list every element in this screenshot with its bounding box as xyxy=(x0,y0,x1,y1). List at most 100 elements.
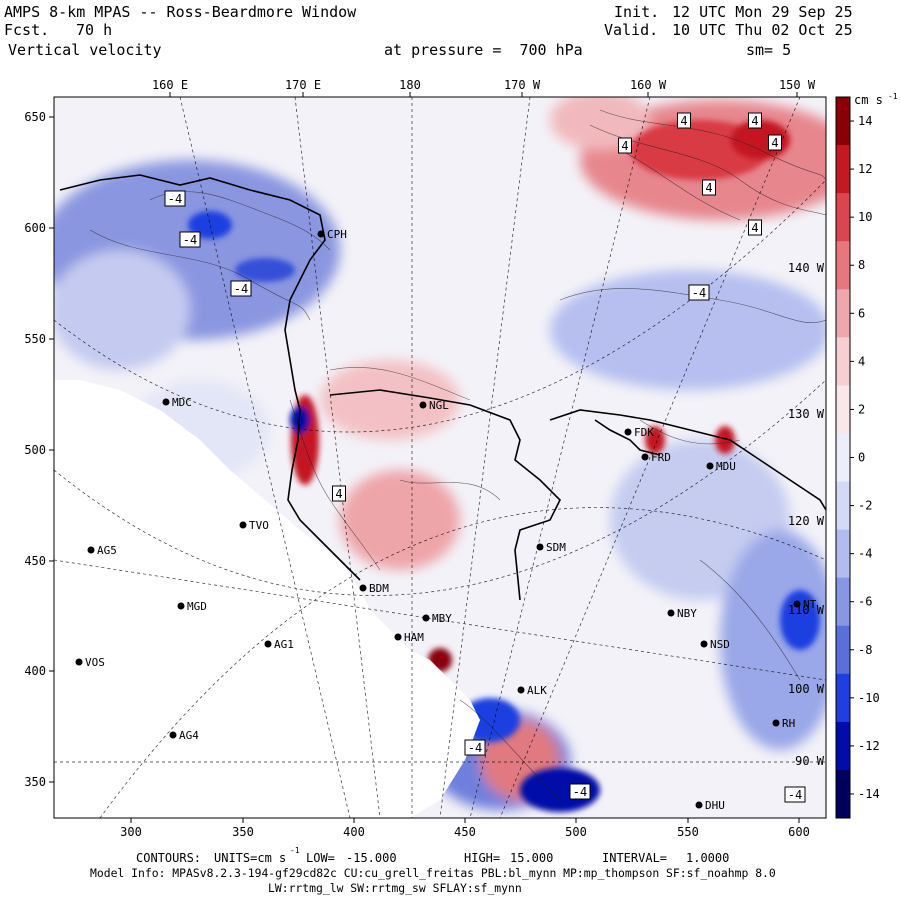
blue-core-nw-2 xyxy=(235,258,295,282)
red-core-mdu xyxy=(715,426,735,454)
top-tick-label: 170 W xyxy=(504,78,541,92)
colorbar-block xyxy=(836,97,850,146)
contour-label-box xyxy=(618,137,632,154)
model-title: AMPS 8-km MPAS -- Ross-Beardmore Window xyxy=(4,3,357,21)
contour-line xyxy=(89,229,311,321)
contour-line xyxy=(329,367,471,401)
radiation-info: LW:rrtmg_lw SW:rrtmg_sw SFLAY:sf_mynn xyxy=(268,881,522,895)
colorbar-block xyxy=(836,721,850,771)
bottom-axis: 300 350 400 450 500 550 600 xyxy=(120,818,810,839)
contour-label-box xyxy=(179,231,201,248)
station-label: FRD xyxy=(651,451,671,464)
stations: CPH MDC NGL FDK FRD MDU TVO AG5 SDM BDM MGD NBY AG1 M… xyxy=(75,228,817,812)
contour-label-box xyxy=(688,284,710,301)
field-shading xyxy=(54,97,826,810)
contour-label-text: 4 xyxy=(751,221,758,235)
station-label: AG1 xyxy=(274,638,294,651)
colorbar-block xyxy=(836,577,850,627)
contour-label-box xyxy=(332,485,346,502)
units-exponent: -1 xyxy=(290,846,300,855)
left-axis: 650 600 550 500 450 400 350 xyxy=(24,110,54,789)
colorbar-tick-label: -8 xyxy=(858,643,872,657)
meridian-170w xyxy=(439,97,531,818)
station-marker xyxy=(317,230,325,238)
init-time: 12 UTC Mon 29 Sep 25 xyxy=(672,3,853,21)
colorbar-tick-label: 8 xyxy=(858,258,865,272)
colorbar-tick-label: -12 xyxy=(858,739,880,753)
station-marker xyxy=(624,428,632,436)
station-marker xyxy=(536,543,544,551)
bottom-tick-label: 400 xyxy=(343,825,365,839)
units-label: UNITS=cm s xyxy=(214,851,287,865)
longitude-overlay-label: 90 W xyxy=(795,754,825,768)
colorbar-block xyxy=(836,481,850,531)
missing-data-region xyxy=(54,380,480,818)
bottom-tick-label: 500 xyxy=(565,825,587,839)
colorbar-block xyxy=(836,529,850,579)
contour-label-text: -4 xyxy=(692,286,706,300)
bottom-tick-label: 300 xyxy=(120,825,142,839)
left-tick-label: 600 xyxy=(24,221,46,235)
pink-region-center xyxy=(320,360,460,440)
bottom-tick-label: 550 xyxy=(677,825,699,839)
colorbar: 14 12 10 8 6 4 2 0 -2 -4 -6 -8 -10 -12 -14 xyxy=(835,96,880,819)
colorbar-block xyxy=(836,433,850,483)
station-marker xyxy=(422,614,430,622)
colorbar-block xyxy=(836,289,850,338)
red-region-top xyxy=(550,97,650,150)
high-label: HIGH= xyxy=(464,851,501,865)
meridian-160w xyxy=(469,97,651,818)
longitude-overlay-label: 110 W xyxy=(788,603,825,617)
left-tick-label: 650 xyxy=(24,110,46,124)
station-marker xyxy=(700,640,708,648)
colorbar-block xyxy=(836,769,850,819)
colorbar-block xyxy=(836,241,850,290)
contour-line xyxy=(599,109,826,181)
station-marker xyxy=(695,801,703,809)
contour-label-text: -4 xyxy=(234,282,248,296)
colorbar-tick-label: 0 xyxy=(858,451,865,465)
station-marker xyxy=(169,731,177,739)
valid-time: 10 UTC Thu 02 Oct 25 xyxy=(672,21,853,39)
contour-label-text: 4 xyxy=(751,114,758,128)
station-marker xyxy=(239,521,247,529)
longitude-overlay-label: 120 W xyxy=(788,514,825,528)
colorbar-block xyxy=(836,337,850,386)
station-label: MDU xyxy=(716,460,736,473)
forecast-label: Fcst. xyxy=(4,21,50,39)
contour-label-text: -4 xyxy=(468,741,482,755)
valid-label: Valid. xyxy=(604,21,659,39)
contour-label-box xyxy=(702,179,716,196)
colorbar-tick-label: 10 xyxy=(858,210,872,224)
station-label: VOS xyxy=(85,656,105,669)
parallel-3 xyxy=(99,507,826,818)
top-tick-label: 160 W xyxy=(630,78,667,92)
station-label: CPH xyxy=(327,228,347,241)
coastline-edward-vii xyxy=(594,419,661,456)
station-label: AG5 xyxy=(97,544,117,557)
map-frame xyxy=(53,96,827,819)
contour-label-box xyxy=(748,219,762,236)
left-tick-label: 350 xyxy=(24,775,46,789)
colorbar-units-exponent: -1 xyxy=(888,92,898,101)
contour-label-box xyxy=(164,190,186,207)
station-marker xyxy=(641,453,649,461)
meridian-170e xyxy=(294,97,381,818)
colorbar-block xyxy=(836,673,850,723)
red-core-fdk xyxy=(645,426,665,454)
colorbar-tick-label: 4 xyxy=(858,354,865,368)
blue-region-west xyxy=(54,250,190,370)
bottom-tick-label: 600 xyxy=(788,825,810,839)
forecast-hour: 70 h xyxy=(76,21,113,39)
colorbar-block xyxy=(836,193,850,242)
colorbar-tick-label: 6 xyxy=(858,306,865,320)
longitude-overlay-label: 100 W xyxy=(788,682,825,696)
top-tick-label: 160 E xyxy=(152,78,188,92)
contour-line xyxy=(559,288,826,324)
contour-label-box xyxy=(677,112,691,129)
high-value: 15.000 xyxy=(510,851,554,865)
station-label: ALK xyxy=(527,684,547,697)
station-marker xyxy=(87,546,95,554)
blue-core-east xyxy=(780,590,820,650)
